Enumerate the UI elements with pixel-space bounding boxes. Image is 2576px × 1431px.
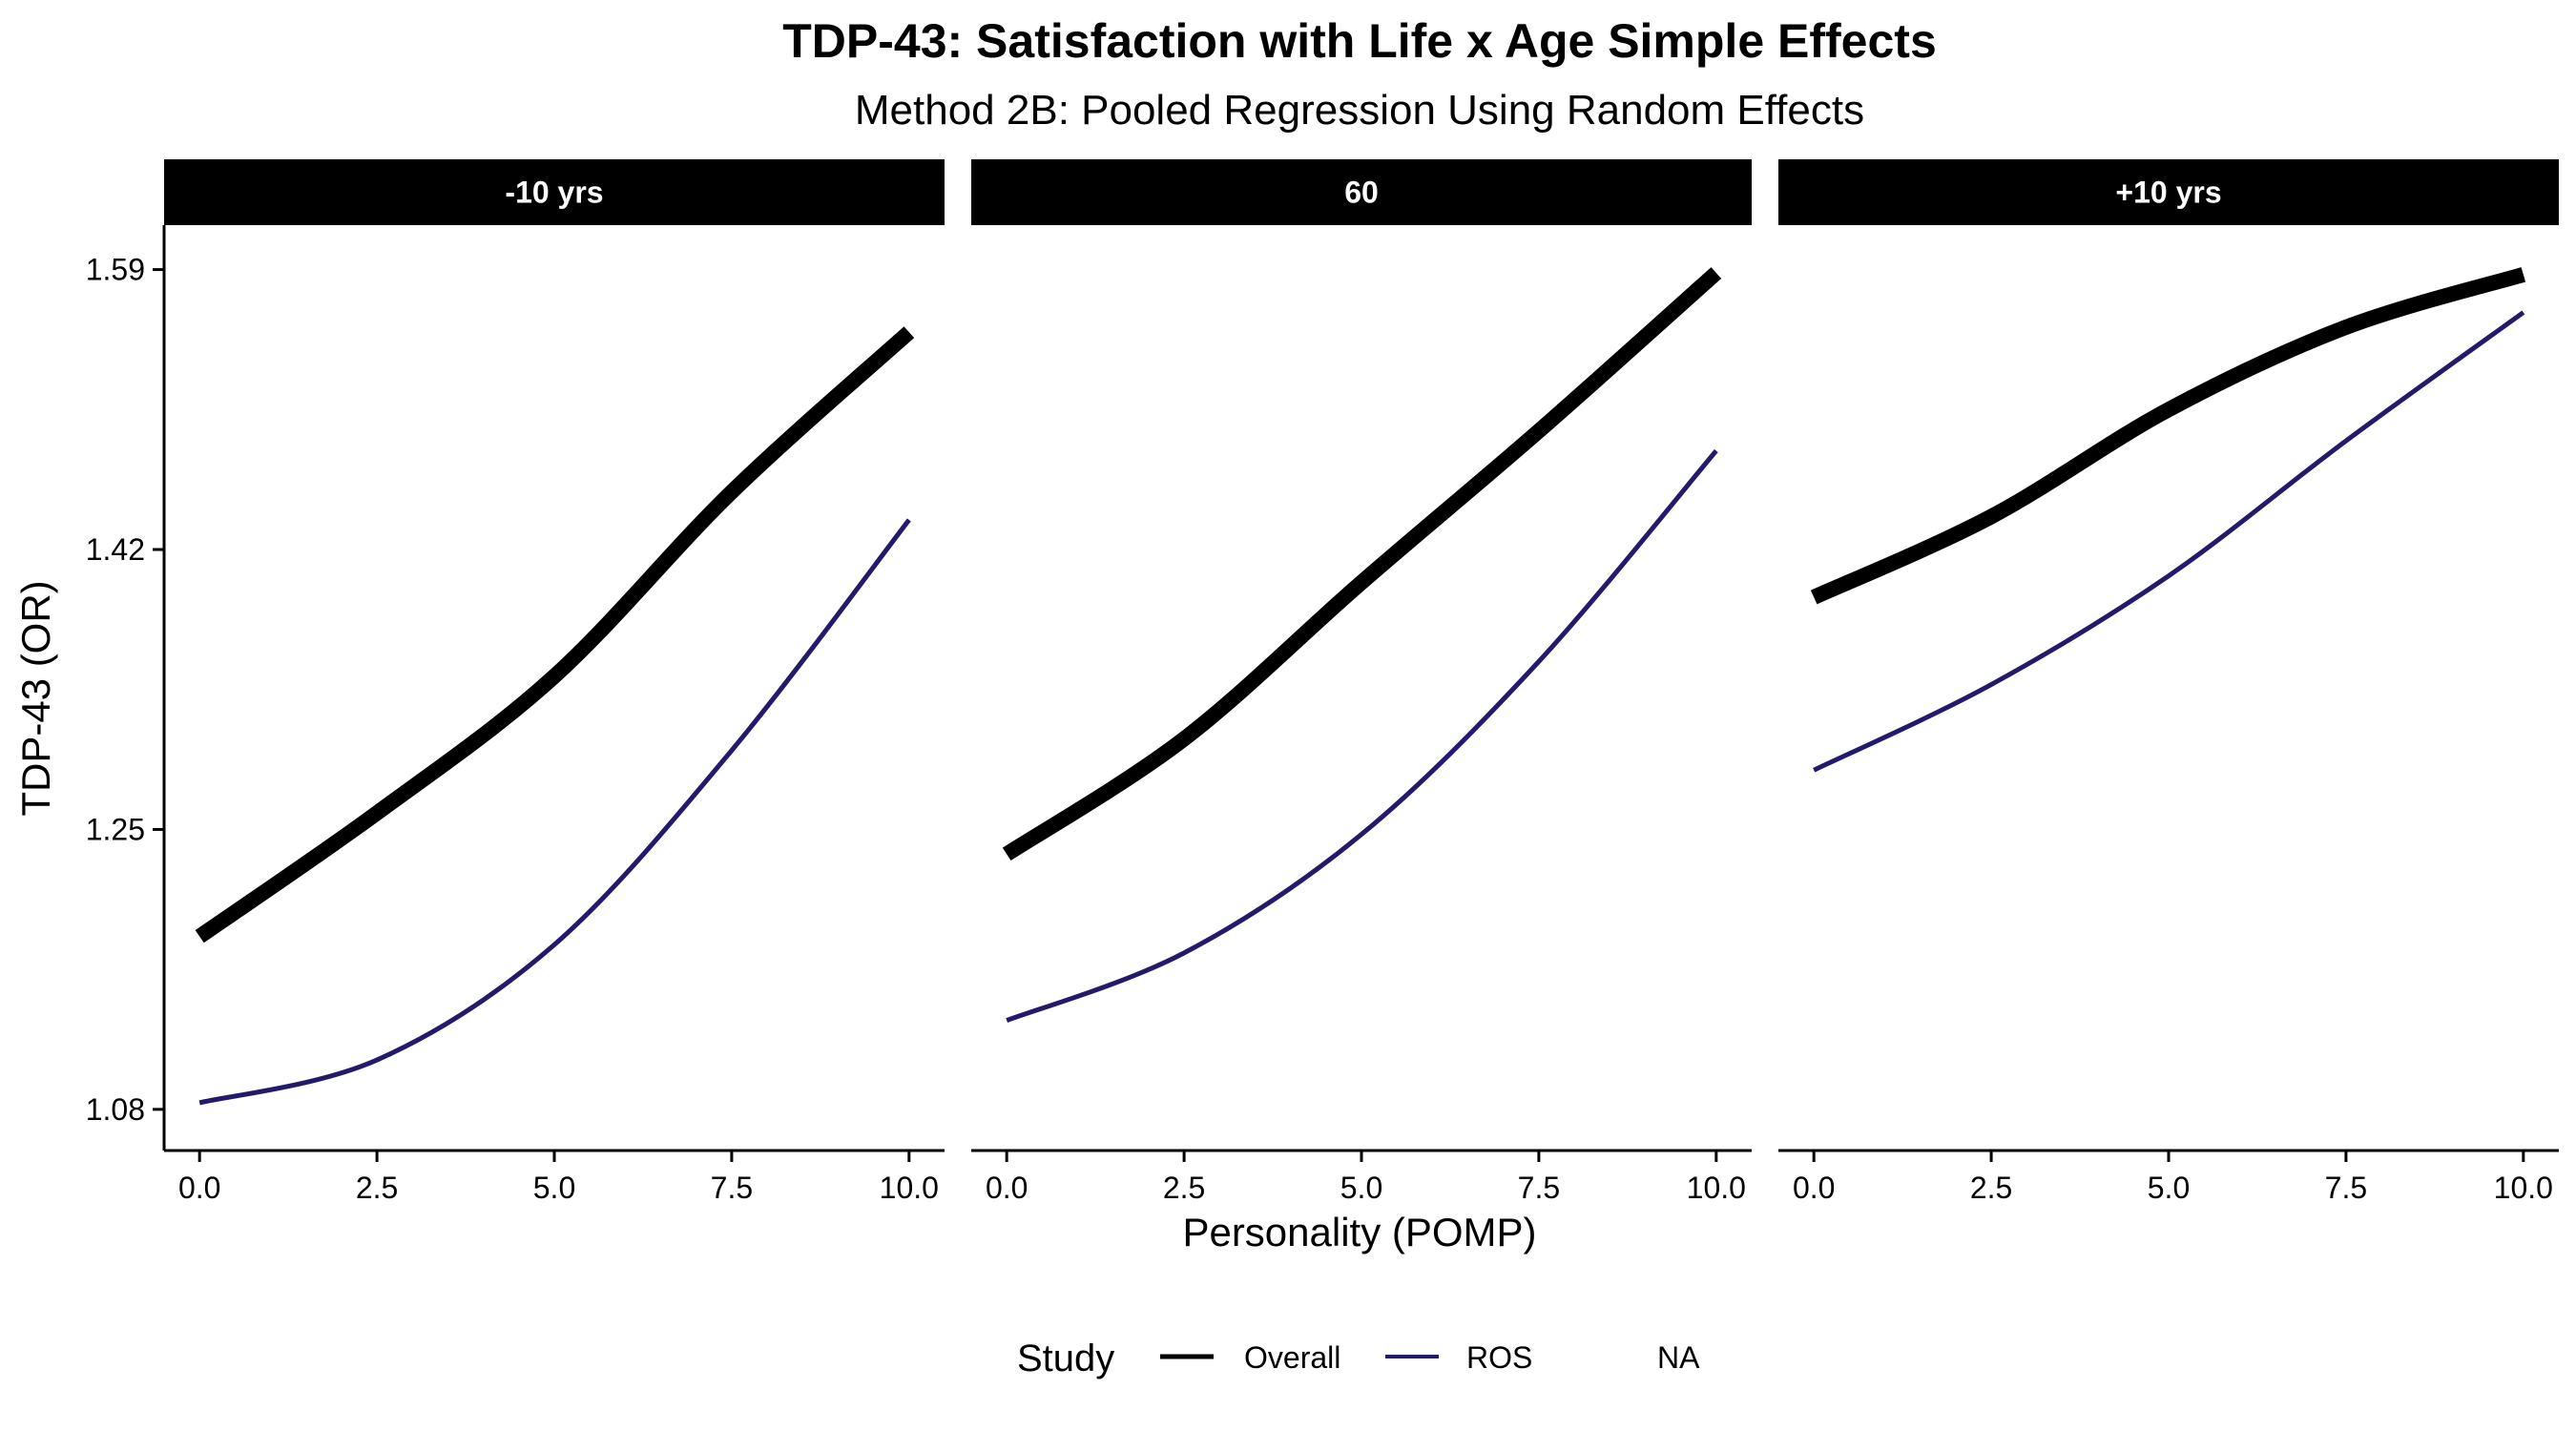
x-tick-label: 10.0 bbox=[880, 1171, 939, 1205]
facet-strip bbox=[1778, 159, 2559, 225]
x-tick-label: 2.5 bbox=[1163, 1171, 1205, 1205]
y-tick-label: 1.59 bbox=[86, 253, 145, 287]
facet-panel: -10 yrs 0.0 2.5 5.0 7.5 10.0 1.08 1.25 1.42 1.59 bbox=[86, 159, 945, 1205]
x-axis-title: Personality (POMP) bbox=[1182, 1210, 1536, 1255]
facet-panel: 60 0.0 2.5 5.0 7.5 10.0 bbox=[971, 159, 1752, 1205]
y-tick-label: 1.25 bbox=[86, 812, 145, 846]
x-tick-label: 0.0 bbox=[1793, 1171, 1835, 1205]
y-tick-label: 1.08 bbox=[86, 1092, 145, 1127]
x-tick-label: 5.0 bbox=[1340, 1171, 1382, 1205]
x-tick-label: 2.5 bbox=[1970, 1171, 2012, 1205]
x-tick-label: 7.5 bbox=[711, 1171, 753, 1205]
facet-strip-label: +10 yrs bbox=[2115, 176, 2221, 210]
x-tick-label: 0.0 bbox=[178, 1171, 220, 1205]
facet-strip bbox=[971, 159, 1752, 225]
series-line-ros bbox=[1006, 448, 1718, 1023]
x-tick-label: 10.0 bbox=[1687, 1171, 1746, 1205]
legend-title: Study bbox=[1017, 1338, 1114, 1379]
facet-strip-label: -10 yrs bbox=[505, 176, 603, 210]
x-tick-label: 7.5 bbox=[1518, 1171, 1560, 1205]
legend: Study Overall ROS NA bbox=[1017, 1338, 1700, 1379]
x-tick-label: 2.5 bbox=[356, 1171, 398, 1205]
legend-label: NA bbox=[1657, 1340, 1700, 1375]
series-line-ros bbox=[198, 518, 911, 1106]
facet-panel: +10 yrs 0.0 2.5 5.0 7.5 10.0 bbox=[1778, 159, 2559, 1205]
facet-strip bbox=[164, 159, 945, 225]
series-line-overall bbox=[1002, 267, 1722, 861]
series-line-ros bbox=[1813, 310, 2525, 773]
x-tick-label: 5.0 bbox=[533, 1171, 575, 1205]
series-line-overall bbox=[1810, 267, 2526, 605]
x-tick-label: 5.0 bbox=[2148, 1171, 2190, 1205]
series-line-overall bbox=[195, 326, 915, 944]
x-tick-label: 0.0 bbox=[986, 1171, 1028, 1205]
legend-label: ROS bbox=[1466, 1340, 1532, 1375]
legend-label: Overall bbox=[1244, 1340, 1340, 1375]
chart-subtitle: Method 2B: Pooled Regression Using Rando… bbox=[855, 87, 1864, 134]
y-tick-label: 1.42 bbox=[86, 532, 145, 567]
facet-panels: -10 yrs 0.0 2.5 5.0 7.5 10.0 1.08 1.25 1.42 1.59 6… bbox=[86, 159, 2559, 1205]
x-tick-label: 7.5 bbox=[2325, 1171, 2367, 1205]
y-axis-title: TDP-43 (OR) bbox=[13, 580, 58, 816]
x-tick-label: 10.0 bbox=[2494, 1171, 2553, 1205]
facet-strip-label: 60 bbox=[1344, 176, 1379, 210]
chart-title: TDP-43: Satisfaction with Life x Age Sim… bbox=[782, 14, 1937, 68]
